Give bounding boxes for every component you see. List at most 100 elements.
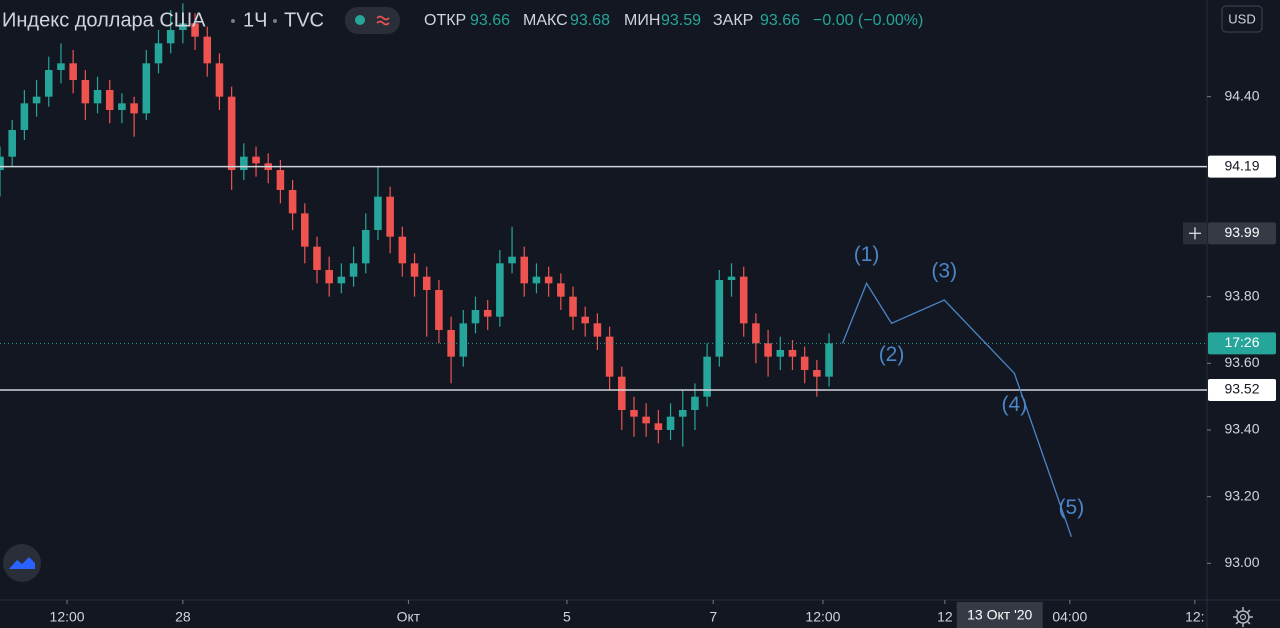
candle-body	[374, 196, 382, 230]
candle-body	[593, 323, 602, 337]
candle-body	[422, 276, 431, 290]
candle-body	[642, 416, 650, 424]
price-level-box	[1208, 155, 1276, 178]
candle-body	[386, 196, 394, 237]
crosshair-time-label: 13 Окт '20	[967, 607, 1032, 623]
wave-label: (5)	[1059, 496, 1085, 519]
candle-body	[678, 410, 687, 417]
low-value: 93.59	[661, 12, 701, 29]
symbol-name: Индекс доллара США	[2, 9, 206, 31]
candle-body	[691, 396, 699, 410]
candle-body	[715, 280, 724, 357]
candle-body	[813, 370, 821, 377]
candle-body	[44, 70, 53, 97]
candle-body	[276, 170, 285, 190]
candle-body	[191, 23, 199, 37]
candle-body	[581, 316, 589, 324]
candle-body	[532, 276, 541, 284]
candle-body	[630, 410, 638, 417]
low-label: МИН	[624, 12, 660, 29]
candle-body	[57, 63, 65, 70]
candle-body	[227, 96, 236, 170]
y-tick-label: 93.00	[1224, 554, 1259, 570]
candle-body	[325, 270, 333, 284]
close-value: 93.66	[760, 12, 800, 29]
candle-body	[447, 330, 455, 357]
candle-body	[508, 256, 516, 264]
candle-body	[142, 63, 151, 114]
candle-body	[398, 236, 407, 264]
logo[interactable]	[3, 544, 41, 582]
currency: USD	[1228, 11, 1255, 26]
x-tick-label: 7	[709, 609, 717, 625]
settings-icon[interactable]	[1233, 607, 1253, 627]
crosshair-time-box	[956, 602, 1043, 628]
candle-body	[8, 130, 16, 157]
open-value: 93.66	[470, 12, 510, 29]
crosshair-price-label: 93.99	[1224, 224, 1259, 240]
interval: 1Ч	[243, 9, 267, 31]
wave-label: (1)	[854, 243, 880, 266]
high-value: 93.68	[570, 12, 610, 29]
status-pill[interactable]	[345, 7, 400, 34]
overlay: Индекс доллара США 1Ч TVC ОТКР 93.66 МАК…	[2, 5, 1263, 627]
currency-button[interactable]	[1221, 5, 1263, 33]
x-tick-label: 12:00	[805, 609, 840, 625]
wave-label: (2)	[879, 343, 905, 366]
candle-body	[752, 323, 760, 344]
price-level-box	[1208, 379, 1276, 401]
y-tick-label: 93.40	[1224, 421, 1259, 437]
candle-body	[800, 356, 809, 370]
x-tick-label: 12:	[1185, 609, 1204, 625]
candle-body	[788, 350, 797, 357]
candle-body	[618, 376, 626, 410]
candle-body	[435, 290, 443, 330]
candle-body	[569, 296, 577, 317]
candle-body	[118, 103, 126, 110]
candle-body	[739, 276, 748, 324]
plus-icon	[1189, 227, 1201, 240]
countdown: 17:26	[1224, 334, 1259, 350]
x-tick-label: Окт	[397, 609, 421, 625]
projection-line	[841, 281, 1072, 537]
open-label: ОТКР	[424, 12, 466, 29]
y-tick-label: 94.40	[1224, 87, 1259, 103]
candle-body	[313, 246, 321, 270]
candle-body	[544, 276, 553, 284]
candle-body	[703, 356, 711, 397]
candle-body	[69, 63, 77, 80]
candle-body	[130, 103, 138, 114]
candle-body	[166, 30, 175, 44]
candle-body	[179, 23, 187, 30]
candle-body	[154, 43, 163, 64]
price-level-label: 93.52	[1224, 381, 1259, 397]
candle-body	[557, 283, 565, 297]
candle-body	[337, 276, 346, 284]
candle-body	[288, 190, 297, 214]
separator	[231, 19, 235, 23]
candle-body	[776, 350, 785, 357]
candle-body	[93, 90, 102, 104]
candle-body	[349, 263, 358, 277]
candle-body	[459, 323, 468, 357]
price-level-label: 94.19	[1224, 157, 1259, 173]
candle-body	[20, 103, 29, 130]
wave-label: (3)	[931, 260, 957, 283]
candle-body	[666, 416, 675, 430]
candle-body	[605, 336, 614, 377]
separator	[273, 19, 277, 23]
candle-body	[32, 96, 41, 104]
candle-body	[471, 310, 480, 324]
x-tick-label: 12	[937, 609, 953, 625]
x-tick-label: 28	[175, 609, 191, 625]
candle-body	[81, 80, 90, 104]
candle-body	[727, 276, 736, 280]
candle-body	[825, 343, 833, 377]
x-tick-label: 12:00	[50, 609, 85, 625]
candle-body	[654, 423, 663, 430]
crosshair-price-box	[1208, 222, 1276, 245]
candle-body	[105, 90, 114, 110]
